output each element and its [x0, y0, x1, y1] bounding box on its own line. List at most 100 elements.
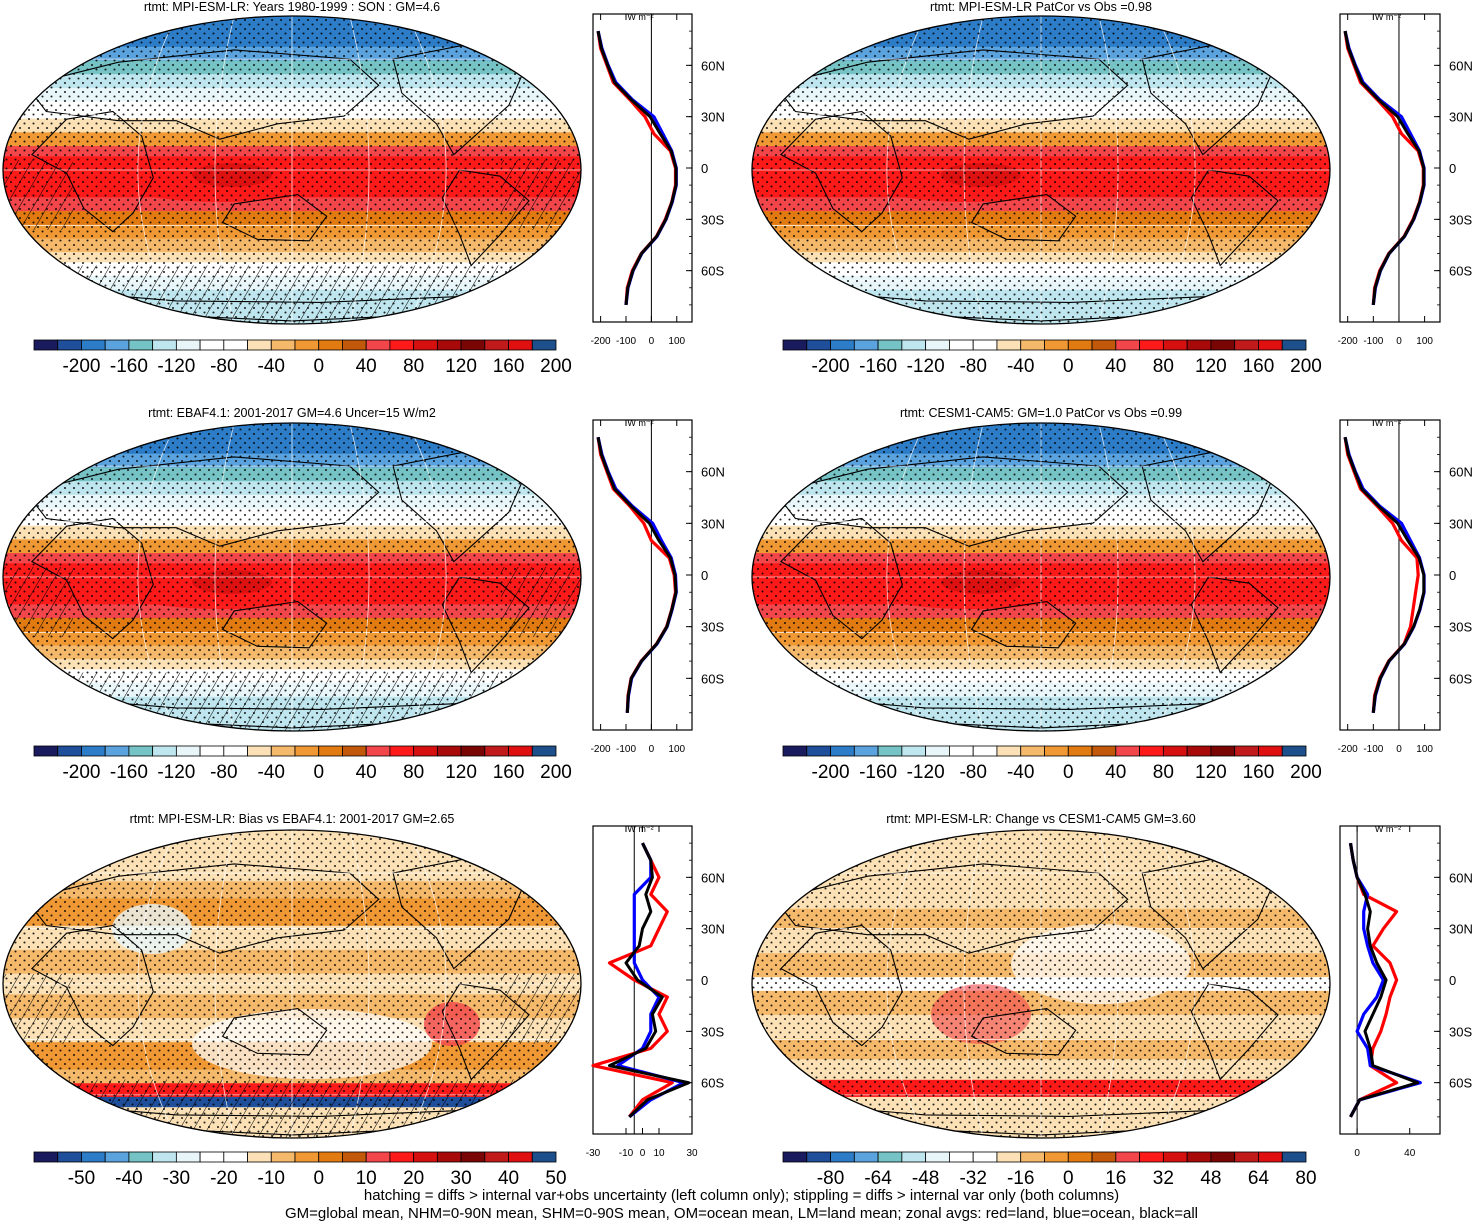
colorbar-tick-label: 40	[498, 1168, 519, 1189]
lat-label: 60N	[701, 58, 725, 73]
colorbar-swatch	[806, 1151, 831, 1163]
colorbar-tick-label: 0	[313, 1168, 324, 1189]
colorbar-swatch	[365, 745, 391, 757]
x-tick-label: -100	[1363, 744, 1383, 755]
colorbar-tick-label: 120	[1195, 762, 1227, 783]
colorbar-swatch	[1091, 745, 1117, 757]
colorbar-swatch	[1210, 745, 1236, 757]
lat-label: 30N	[1449, 516, 1473, 531]
colorbar-1: -200 -160 -120 -80 -40 0 40 80 120 160 200	[33, 339, 572, 377]
profile-series-land	[591, 842, 674, 1118]
lat-label: 30S	[701, 212, 724, 227]
colorbar-swatch	[318, 339, 343, 351]
colorbar-swatch	[1115, 1151, 1140, 1163]
colorbar-tick-label: -160	[859, 356, 897, 377]
colorbar-swatch	[1234, 339, 1259, 351]
colorbar-swatch	[175, 745, 201, 757]
lat-label: 60N	[1449, 870, 1473, 885]
colorbar-swatch	[1044, 339, 1069, 351]
hatching	[501, 567, 581, 637]
x-tick-label: -200	[591, 744, 611, 755]
colorbar-swatch	[57, 1151, 82, 1163]
colorbar-swatch	[389, 1151, 415, 1163]
colorbar-tick-label: -160	[859, 762, 897, 783]
lat-label: 60S	[1449, 1076, 1472, 1091]
colorbar-5: -50 -40 -30 -20 -10 0 10 20 30 40 50	[33, 1151, 567, 1189]
colorbar-tick-label: -40	[1007, 762, 1034, 783]
panel-title: rtmt: MPI-ESM-LR: Change vs CESM1-CAM5 G…	[886, 812, 1196, 826]
colorbar-tick-label: 80	[1153, 762, 1174, 783]
colorbar-swatch	[33, 1151, 59, 1163]
panel-2: rtmt: MPI-ESM-LR PatCor vs Obs =0.98 -200…	[751, 0, 1473, 377]
colorbar-swatch	[270, 339, 296, 351]
colorbar-swatch	[925, 745, 950, 757]
hatching	[3, 160, 73, 230]
colorbar-tick-label: -10	[258, 1168, 285, 1189]
zonal-profile-1: 60N 30N 0 30S 60S -200 -100 0 100 W m⁻²	[591, 12, 725, 347]
colorbar-swatch	[81, 339, 106, 351]
colorbar-swatch	[152, 339, 177, 351]
lat-label: 60N	[701, 465, 725, 480]
lat-label: 0	[1449, 568, 1456, 583]
lat-label: 30S	[1449, 620, 1472, 635]
map-border	[751, 829, 1331, 1139]
colorbar-swatch	[853, 1151, 879, 1163]
colorbar-swatch	[175, 1151, 201, 1163]
colorbar-tick-label: -20	[210, 1168, 237, 1189]
colorbar-swatch	[830, 1151, 855, 1163]
colorbar-swatch	[949, 339, 974, 351]
colorbar-swatch	[413, 1151, 438, 1163]
panel-5: rtmt: MPI-ESM-LR: Bias vs EBAF4.1: 2001-…	[2, 812, 725, 1189]
x-tick-label: 0	[1396, 336, 1402, 347]
colorbar-tick-label: -200	[812, 356, 850, 377]
map-border	[2, 829, 582, 1139]
colorbar-tick-label: -16	[1007, 1168, 1034, 1189]
colorbar-swatch	[104, 1151, 130, 1163]
colorbar-tick-label: -40	[258, 356, 285, 377]
colorbar-swatch	[294, 339, 320, 351]
x-tick-label: 40	[1404, 1148, 1416, 1159]
colorbar-swatch	[1139, 1151, 1164, 1163]
colorbar-tick-label: 160	[493, 762, 525, 783]
colorbar-swatch	[1091, 1151, 1117, 1163]
panel-4: rtmt: CESM1-CAM5: GM=1.0 PatCor vs Obs =…	[751, 406, 1473, 783]
colorbar-swatch	[247, 1151, 272, 1163]
hatching	[501, 974, 581, 1044]
colorbar-tick-label: 200	[540, 356, 572, 377]
stippling	[752, 16, 1330, 324]
stippling	[752, 830, 1330, 1138]
colorbar-swatch	[782, 339, 808, 351]
map-5	[2, 829, 582, 1139]
colorbar-swatch	[1234, 1151, 1259, 1163]
x-tick-label: 10	[653, 1148, 665, 1159]
colorbar-3: -200 -160 -120 -80 -40 0 40 80 120 160 200	[33, 745, 572, 783]
colorbar-tick-label: 160	[493, 356, 525, 377]
colorbar-tick-label: 40	[356, 762, 377, 783]
colorbar-tick-label: -40	[1007, 356, 1034, 377]
colorbar-swatch	[436, 745, 462, 757]
colorbar-tick-label: -32	[959, 1168, 986, 1189]
colorbar-swatch	[1281, 1151, 1307, 1163]
hatching	[3, 672, 581, 731]
colorbar-swatch	[877, 339, 903, 351]
lat-label: 60N	[701, 870, 725, 885]
colorbar-6: -80 -64 -48 -32 -16 0 16 32 48 64 80	[782, 1151, 1317, 1189]
colorbar-swatch	[484, 339, 509, 351]
colorbar-swatch	[1020, 745, 1045, 757]
hatching	[3, 974, 73, 1044]
profile-unit: W m⁻²	[1375, 12, 1401, 22]
profile-series-all	[608, 842, 691, 1118]
colorbar-swatch	[830, 339, 855, 351]
colorbar-swatch	[81, 745, 106, 757]
colorbar-tick-label: 0	[1063, 356, 1074, 377]
colorbar-swatch	[996, 745, 1022, 757]
profile-unit: W m⁻²	[627, 824, 653, 834]
colorbar-tick-label: 48	[1200, 1168, 1221, 1189]
lat-label: 60S	[1449, 264, 1472, 279]
lat-label: 60N	[1449, 58, 1473, 73]
profile-unit: W m⁻²	[627, 418, 653, 428]
colorbar-swatch	[1258, 745, 1283, 757]
colorbar-swatch	[81, 1151, 106, 1163]
colorbar-swatch	[270, 1151, 296, 1163]
x-tick-label: -100	[616, 336, 636, 347]
